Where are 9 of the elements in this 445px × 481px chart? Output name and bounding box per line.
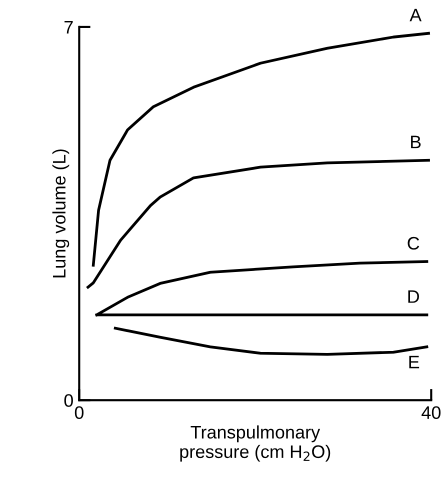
x-axis-title: Transpulmonary pressure (cm H$_{2}$O)	[180, 425, 330, 462]
series-label: E	[409, 356, 420, 368]
series-label: B	[411, 136, 421, 148]
series-label: A	[410, 8, 422, 22]
series-label: C	[408, 236, 420, 250]
x-tick-label: 40	[422, 406, 441, 420]
y-tick-label: 7	[64, 21, 73, 34]
y-axis-title: Lung volume (L)	[52, 149, 70, 278]
series-label: D	[408, 290, 419, 303]
